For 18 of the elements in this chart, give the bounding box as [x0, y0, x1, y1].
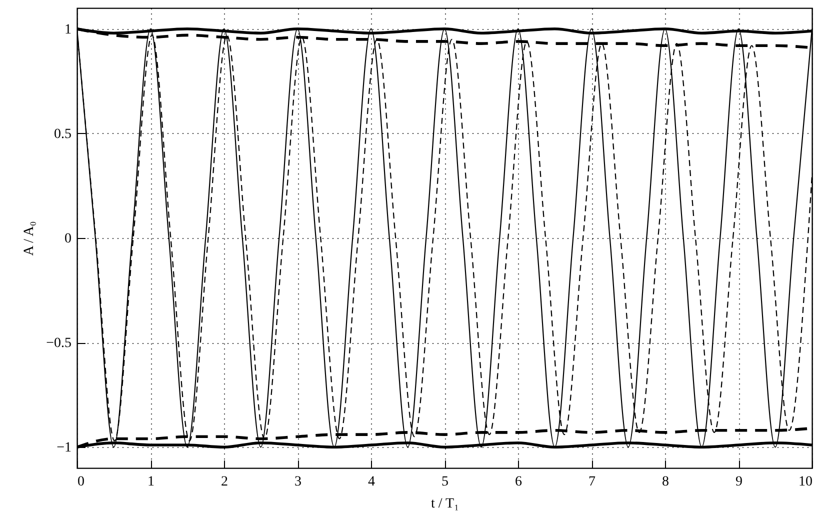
- x-tick-label: 4: [368, 474, 375, 490]
- x-tick-label: 7: [588, 474, 596, 490]
- x-tick-label: 0: [78, 474, 84, 490]
- x-tick-label: 5: [442, 474, 448, 490]
- y-tick-label: 0.5: [54, 126, 72, 142]
- y-tick-label: 0: [64, 232, 72, 246]
- y-tick-label: −1: [56, 440, 72, 456]
- x-tick-label: 10: [798, 474, 812, 490]
- y-axis-title: A / A₀: [22, 221, 38, 256]
- x-tick-label: 6: [515, 474, 522, 490]
- y-tick-label: 1: [64, 22, 72, 38]
- x-tick-label: 2: [221, 474, 228, 490]
- x-axis-title: t / T₁: [431, 496, 459, 512]
- y-tick-label: −0.5: [46, 336, 72, 352]
- x-tick-label: 8: [662, 474, 669, 490]
- x-tick-label: 9: [736, 474, 742, 490]
- x-tick-label: 1: [148, 474, 154, 490]
- x-tick-label: 3: [294, 474, 302, 490]
